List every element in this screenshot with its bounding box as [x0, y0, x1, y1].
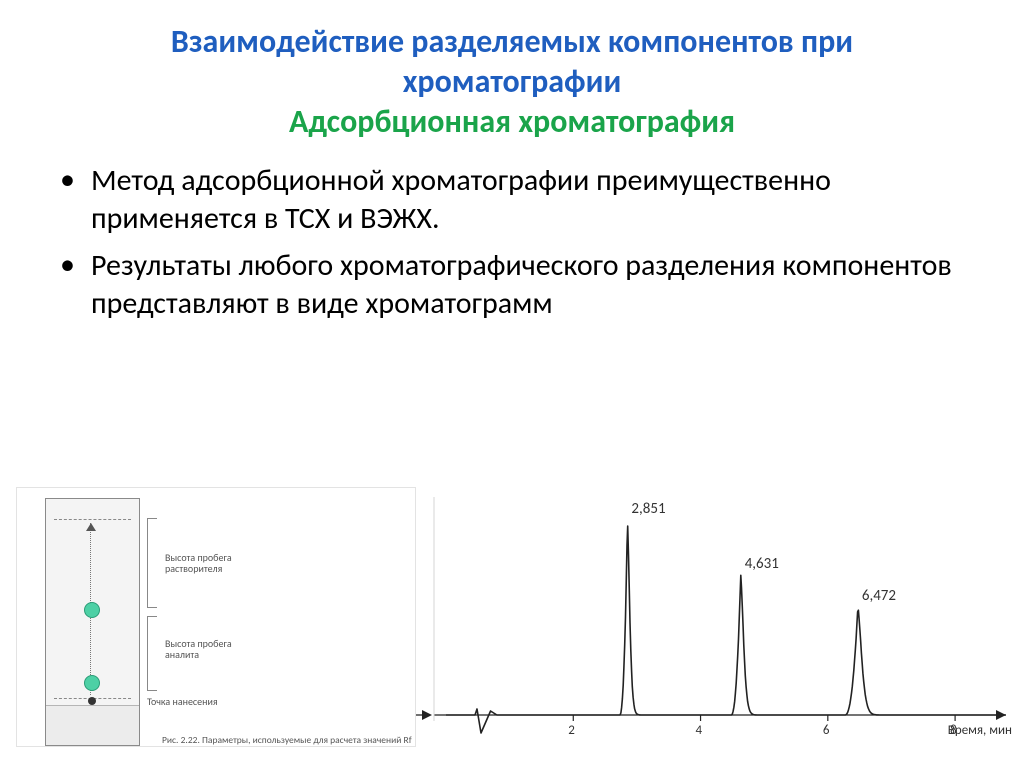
- list-item: • Метод адсорбционной хроматографии преи…: [50, 162, 954, 237]
- tlc-plate: [45, 498, 140, 746]
- chromatogram-figure: 2468Время, мин2,8514,6316,472: [416, 487, 1016, 757]
- tlc-spot: [84, 602, 100, 618]
- list-item: • Результаты любого хроматографического …: [50, 247, 954, 322]
- tlc-origin-point: [88, 697, 96, 705]
- bullet-text: Метод адсорбционной хроматографии преиму…: [91, 162, 954, 237]
- x-axis-label: Время, мин: [948, 723, 1012, 738]
- bullet-text: Результаты любого хроматографического ра…: [91, 247, 954, 322]
- axis-tick-label: 2: [568, 723, 575, 738]
- tlc-label-origin: Точка нанесения: [147, 696, 237, 707]
- tlc-figure: Высота пробега растворителя Высота пробе…: [16, 487, 416, 747]
- page-title: Взаимодействие разделяемых компонентов п…: [60, 22, 964, 102]
- tlc-solvent-front: [54, 519, 131, 520]
- bullet-icon: •: [60, 247, 75, 283]
- axis-tick-label: 4: [696, 723, 703, 738]
- page-subtitle: Адсорбционная хроматография: [60, 102, 964, 142]
- tlc-caption: Рис. 2.22. Параметры, используемые для р…: [162, 735, 412, 746]
- peak-label: 2,851: [631, 500, 665, 518]
- axis-tick-label: 6: [823, 723, 830, 738]
- tlc-label-analyte: Высота пробега аналита: [165, 638, 235, 660]
- brace-icon: [147, 616, 157, 691]
- brace-icon: [147, 518, 157, 608]
- tlc-spot: [84, 675, 100, 691]
- chromatogram-svg: [416, 487, 1016, 757]
- body-content: • Метод адсорбционной хроматографии преи…: [0, 154, 1024, 322]
- tlc-label-solvent: Высота пробега растворителя: [165, 552, 255, 574]
- peak-label: 4,631: [745, 555, 779, 573]
- tlc-solvent-level: [46, 705, 139, 745]
- arrow-up-icon: [86, 523, 96, 531]
- bullet-icon: •: [60, 162, 75, 198]
- peak-label: 6,472: [862, 587, 896, 605]
